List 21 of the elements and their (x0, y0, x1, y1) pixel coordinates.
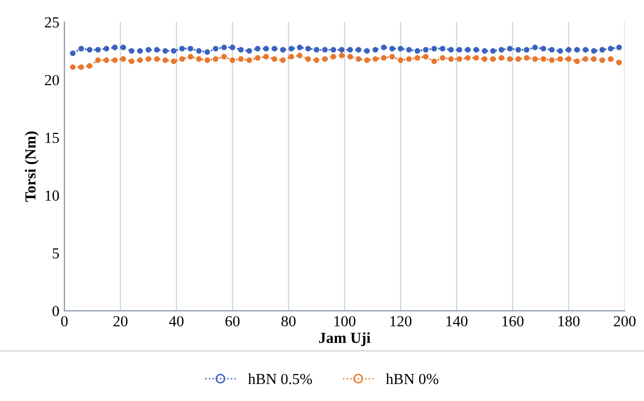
x-tick-label: 20 (113, 316, 128, 326)
x-tick-label: 160 (502, 316, 524, 326)
y-tick-label: 10 (46, 190, 59, 201)
x-tick-label: 200 (614, 316, 636, 326)
x-tick-label: 40 (169, 316, 184, 326)
x-tick-label: 0 (61, 316, 68, 326)
y-tick-label: 25 (44, 17, 59, 28)
x-tick-label: 180 (558, 316, 580, 326)
legend-label: hBN 0% (386, 373, 438, 384)
x-axis-title: Jam Uji (319, 332, 370, 346)
x-tick-label: 100 (334, 316, 356, 326)
y-tick-label: 0 (52, 306, 59, 316)
x-tick-label: 120 (390, 316, 412, 326)
x-tick-label: 60 (226, 316, 240, 326)
x-tick-label: 80 (281, 316, 296, 326)
legend-label: hBN 0.5% (248, 373, 312, 384)
x-tick-label: 140 (446, 316, 468, 326)
y-tick-label: 15 (46, 132, 59, 143)
y-axis-title: Torsi (Nm) (24, 132, 39, 202)
y-tick-label: 20 (44, 74, 59, 86)
y-tick-label: 5 (52, 248, 59, 258)
